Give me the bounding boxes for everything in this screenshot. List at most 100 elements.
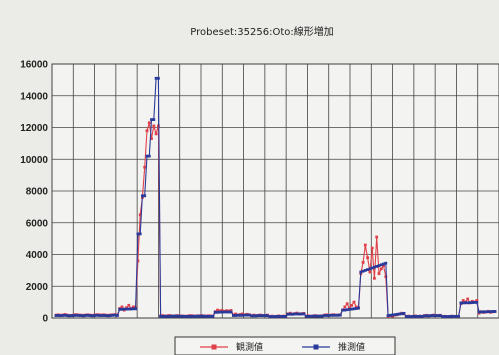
series-1-point-126 bbox=[341, 308, 344, 312]
series-1-point-153 bbox=[402, 312, 406, 315]
series-1-point-169 bbox=[439, 314, 442, 317]
series-1-point-77 bbox=[229, 310, 233, 314]
series-1-point-29 bbox=[120, 307, 124, 311]
series-1-point-171 bbox=[443, 315, 447, 318]
series-1-point-187 bbox=[480, 310, 483, 314]
series-1-point-159 bbox=[416, 315, 420, 318]
y-tick-label-7: 14000 bbox=[20, 91, 48, 102]
series-1-point-73 bbox=[220, 310, 224, 314]
series-1-point-183 bbox=[470, 301, 474, 304]
series-1-point-179 bbox=[461, 301, 465, 305]
series-1-point-3 bbox=[61, 314, 65, 317]
series-1-point-173 bbox=[448, 315, 451, 318]
series-0-point-181 bbox=[466, 297, 470, 301]
series-0-point-135 bbox=[361, 261, 365, 264]
series-0-point-29 bbox=[120, 305, 124, 309]
series-1-point-67 bbox=[207, 314, 210, 318]
series-0-point-137 bbox=[366, 256, 369, 260]
series-1-point-15 bbox=[88, 314, 92, 317]
series-1 bbox=[54, 76, 497, 318]
series-1-point-160 bbox=[418, 315, 422, 318]
series-0-point-144 bbox=[382, 264, 385, 267]
series-1-point-35 bbox=[134, 307, 137, 311]
series-1-point-123 bbox=[334, 313, 338, 317]
series-0-point-179 bbox=[461, 299, 465, 302]
series-1-point-122 bbox=[332, 313, 335, 317]
legend-label-observed: 観測値 bbox=[236, 341, 263, 353]
series-0-point-37 bbox=[138, 213, 142, 217]
series-0-point-138 bbox=[368, 270, 372, 274]
series-1-point-21 bbox=[102, 314, 106, 317]
series-1-point-121 bbox=[329, 313, 333, 317]
series-1-point-141 bbox=[375, 265, 379, 268]
series-0-point-139 bbox=[370, 246, 374, 250]
series-0-point-44 bbox=[154, 132, 158, 136]
series-1-point-51 bbox=[170, 314, 174, 318]
series-1-point-128 bbox=[345, 308, 349, 312]
series-1-point-162 bbox=[423, 314, 426, 318]
series-1-point-81 bbox=[238, 313, 242, 317]
series-1-point-131 bbox=[352, 307, 356, 311]
series-1-point-44 bbox=[154, 76, 158, 80]
series-1-point-70 bbox=[213, 310, 217, 314]
series-1-point-59 bbox=[188, 314, 192, 318]
series-1-point-109 bbox=[302, 312, 306, 316]
series-0-point-127 bbox=[343, 305, 347, 309]
y-tick-label-8: 16000 bbox=[20, 60, 48, 71]
series-1-point-19 bbox=[97, 314, 101, 317]
series-1-point-144 bbox=[382, 262, 385, 266]
series-1-point-22 bbox=[104, 314, 108, 317]
series-1-point-127 bbox=[343, 308, 347, 312]
series-1-point-49 bbox=[166, 314, 169, 318]
legend: 観測値 推測値 bbox=[174, 336, 396, 355]
series-1-point-23 bbox=[106, 314, 110, 318]
series-1-point-16 bbox=[91, 314, 94, 318]
series-1-point-181 bbox=[466, 301, 470, 305]
series-1-point-156 bbox=[409, 315, 413, 318]
series-1-point-74 bbox=[222, 310, 226, 314]
series-1-point-118 bbox=[323, 314, 326, 317]
series-1-point-58 bbox=[186, 315, 190, 318]
series-1-point-97 bbox=[275, 315, 278, 318]
series-1-point-50 bbox=[168, 314, 172, 318]
series-1-point-1 bbox=[56, 314, 60, 317]
series-1-point-33 bbox=[129, 307, 133, 311]
series-1-point-78 bbox=[232, 314, 235, 317]
series-0-point-185 bbox=[475, 299, 479, 302]
y-tick-label-5: 10000 bbox=[20, 155, 48, 166]
series-1-point-102 bbox=[286, 312, 290, 316]
series-1-point-47 bbox=[161, 315, 165, 318]
series-1-point-133 bbox=[357, 306, 360, 310]
series-1-point-53 bbox=[175, 314, 178, 318]
series-1-point-145 bbox=[384, 261, 388, 265]
series-1-point-134 bbox=[359, 270, 363, 274]
series-1-point-52 bbox=[172, 314, 176, 318]
series-1-point-192 bbox=[491, 310, 495, 313]
y-tick-label-1: 2000 bbox=[26, 282, 49, 293]
series-1-point-150 bbox=[395, 312, 399, 316]
series-0-point-39 bbox=[143, 165, 147, 169]
series-1-point-186 bbox=[477, 310, 481, 314]
series-0-point-142 bbox=[377, 272, 381, 275]
series-1-point-18 bbox=[95, 313, 99, 317]
series-1-point-103 bbox=[288, 312, 292, 316]
series-1-point-79 bbox=[234, 314, 238, 317]
series-0-point-130 bbox=[350, 303, 354, 307]
series-1-point-68 bbox=[209, 315, 213, 318]
series-1-point-161 bbox=[420, 315, 424, 318]
series-1-point-45 bbox=[157, 76, 160, 80]
series-1-point-84 bbox=[245, 313, 249, 317]
series-1-point-152 bbox=[400, 312, 404, 316]
series-1-point-40 bbox=[145, 154, 149, 158]
series-1-point-69 bbox=[211, 315, 215, 318]
series-1-point-38 bbox=[141, 194, 144, 198]
series-0-point-132 bbox=[354, 305, 358, 309]
y-tick-label-4: 8000 bbox=[26, 187, 49, 198]
series-1-point-96 bbox=[273, 315, 276, 318]
series-1-point-14 bbox=[86, 313, 90, 317]
series-1-point-86 bbox=[250, 314, 253, 318]
series-1-point-65 bbox=[202, 314, 206, 318]
series-1-point-99 bbox=[279, 315, 283, 318]
series-1-point-0 bbox=[54, 314, 58, 317]
series-1-point-60 bbox=[191, 314, 194, 318]
